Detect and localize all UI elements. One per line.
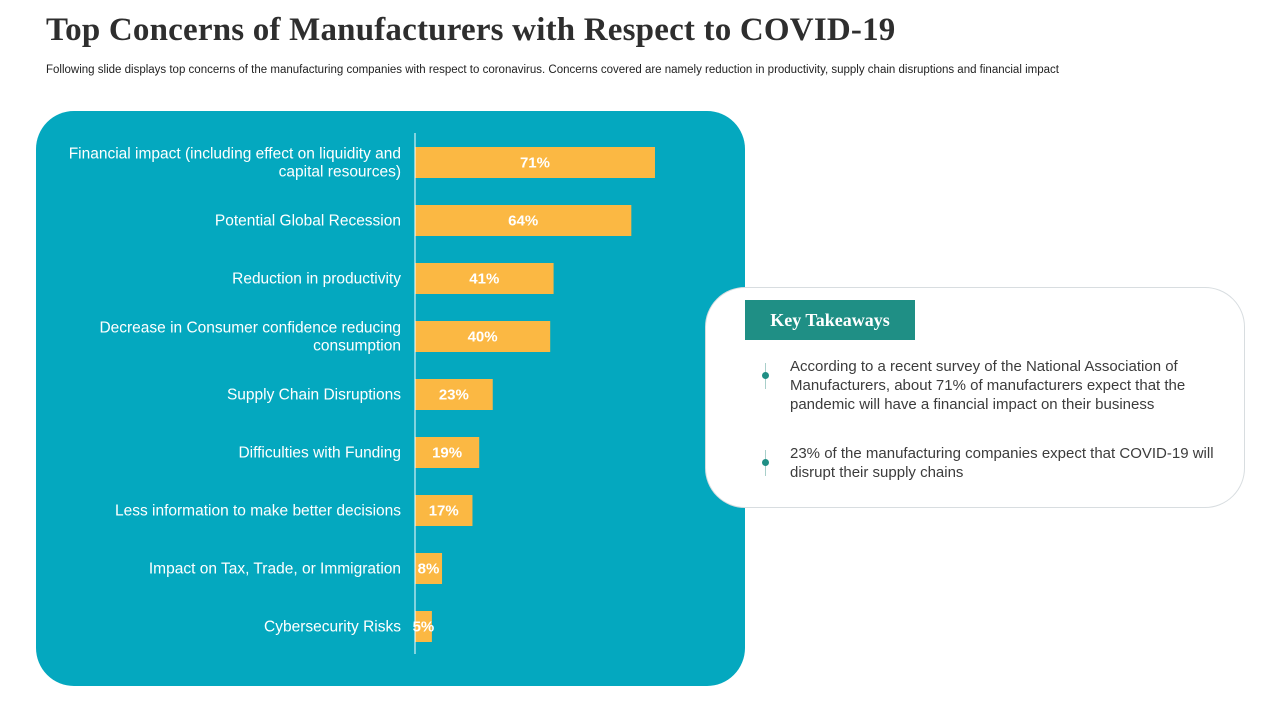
data-label: 17%: [429, 503, 459, 520]
data-label: 5%: [413, 619, 435, 636]
takeaway-text: 23% of the manufacturing companies expec…: [790, 445, 1214, 481]
bar: [415, 321, 551, 352]
category-label: Decrease in Consumer confidence reducing: [99, 320, 401, 337]
bar: [415, 611, 432, 642]
category-label: Financial impact (including effect on li…: [69, 146, 401, 163]
category-label: consumption: [313, 338, 401, 355]
category-label: capital resources): [279, 164, 401, 181]
bar: [415, 147, 655, 178]
bar: [415, 205, 632, 236]
bar: [415, 263, 554, 294]
data-label: 71%: [520, 155, 550, 172]
category-label: Less information to make better decision…: [115, 503, 401, 520]
data-label: 40%: [468, 329, 498, 346]
category-label: Difficulties with Funding: [238, 445, 401, 462]
category-label: Cybersecurity Risks: [264, 619, 401, 636]
category-label: Reduction in productivity: [232, 271, 401, 288]
page-subtitle: Following slide displays top concerns of…: [46, 64, 1059, 76]
data-label: 19%: [432, 445, 462, 462]
category-label: Supply Chain Disruptions: [227, 387, 401, 404]
data-label: 23%: [439, 387, 469, 404]
bar: [415, 553, 443, 584]
category-label: Potential Global Recession: [215, 213, 401, 230]
timeline-dot-icon: [760, 363, 772, 389]
category-label: Impact on Tax, Trade, or Immigration: [149, 561, 401, 578]
bar: [415, 495, 473, 526]
data-label: 41%: [469, 271, 499, 288]
data-label: 64%: [508, 213, 538, 230]
bar: [415, 437, 480, 468]
key-takeaways-heading: Key Takeaways: [745, 300, 915, 340]
data-label: 8%: [418, 561, 440, 578]
page-title: Top Concerns of Manufacturers with Respe…: [46, 12, 896, 48]
bar: [415, 379, 493, 410]
concerns-bar-chart: 71% Financial impact (including effect on…: [69, 133, 655, 654]
takeaway-text: According to a recent survey of the Nati…: [790, 358, 1186, 413]
timeline-dot-icon: [760, 450, 772, 476]
